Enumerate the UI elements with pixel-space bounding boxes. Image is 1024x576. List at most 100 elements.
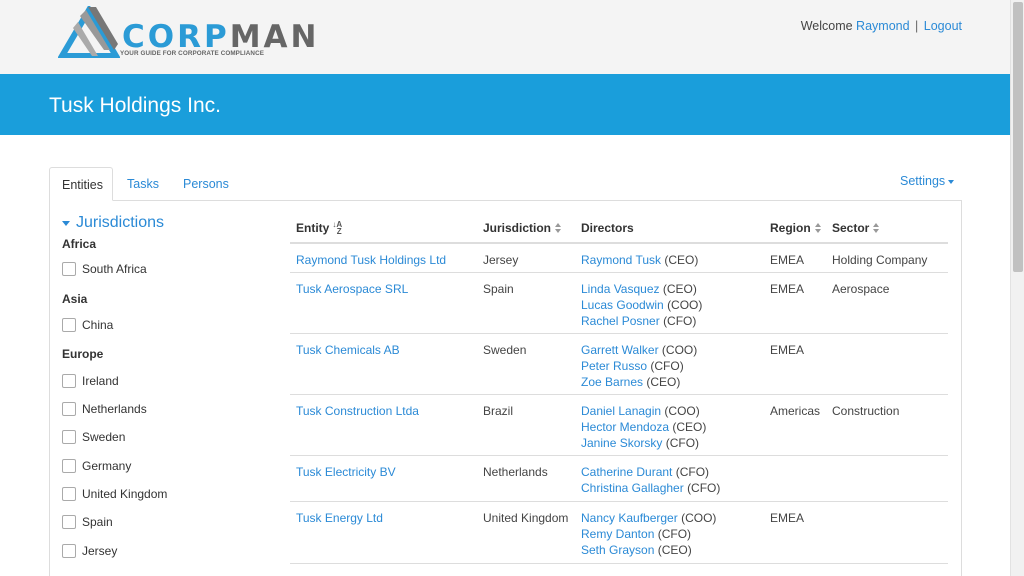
- checkbox[interactable]: [62, 544, 76, 558]
- settings-label: Settings: [900, 174, 946, 188]
- entity-link[interactable]: Tusk Chemicals AB: [296, 343, 400, 357]
- sector-cell: Construction: [832, 404, 900, 418]
- column-header-region[interactable]: Region: [770, 221, 822, 235]
- director-link[interactable]: Lucas Goodwin: [581, 298, 664, 312]
- director-role: (CEO): [672, 420, 707, 434]
- director-link[interactable]: Hector Mendoza: [581, 420, 670, 434]
- user-separator: |: [915, 19, 919, 33]
- region-cell: EMEA: [770, 282, 805, 296]
- table-row: Tusk Energy Ltd United Kingdom Nancy Kau…: [290, 502, 948, 564]
- column-label: Region: [770, 221, 811, 235]
- entity-link[interactable]: Tusk Construction Ltda: [296, 404, 419, 418]
- checkbox[interactable]: [62, 430, 76, 444]
- director-link[interactable]: Raymond Tusk: [581, 253, 662, 267]
- column-header-jurisdiction[interactable]: Jurisdiction: [483, 221, 562, 235]
- tab-tasks[interactable]: Tasks: [127, 177, 159, 191]
- director-link[interactable]: Garrett Walker: [581, 343, 659, 357]
- director-link[interactable]: Daniel Lanagin: [581, 404, 662, 418]
- collapse-triangle-icon: [62, 220, 70, 226]
- jurisdiction-filters: Jurisdictions Africa South Africa Asia C…: [62, 214, 262, 558]
- checkbox[interactable]: [62, 487, 76, 501]
- director-link[interactable]: Zoe Barnes: [581, 375, 644, 389]
- country-label: Netherlands: [82, 402, 147, 416]
- sort-icon: [873, 223, 880, 233]
- user-box: Welcome Raymond | Logout: [801, 19, 962, 33]
- country-label: Spain: [82, 515, 113, 529]
- logo-triangle-icon: [58, 6, 120, 58]
- directors-cell: Daniel Lanagin (COO) Hector Mendoza (CEO…: [581, 403, 706, 451]
- director-role: (CFO): [687, 481, 721, 495]
- country-label: Jersey: [82, 544, 118, 558]
- column-label: Jurisdiction: [483, 221, 552, 235]
- director-link[interactable]: Seth Grayson: [581, 543, 655, 557]
- country-label: Sweden: [82, 430, 126, 444]
- filter-country[interactable]: Sweden: [62, 430, 125, 444]
- jurisdictions-toggle[interactable]: Jurisdictions: [62, 214, 262, 232]
- jurisdiction-cell: Sweden: [483, 343, 527, 357]
- entity-link[interactable]: Tusk Aerospace SRL: [296, 282, 409, 296]
- director-link[interactable]: Catherine Durant: [581, 465, 673, 479]
- checkbox[interactable]: [62, 374, 76, 388]
- jurisdiction-cell: Netherlands: [483, 465, 548, 479]
- directors-cell: Garrett Walker (COO) Peter Russo (CFO) Z…: [581, 342, 697, 390]
- column-label: Entity: [296, 221, 330, 235]
- corpman-logo[interactable]: CORPMAN YOUR GUIDE FOR CORPORATE COMPLIA…: [58, 6, 317, 62]
- directors-cell: Catherine Durant (CFO) Christina Gallagh…: [581, 464, 720, 496]
- tab-persons[interactable]: Persons: [183, 177, 229, 191]
- user-name-link[interactable]: Raymond: [856, 19, 910, 33]
- checkbox[interactable]: [62, 402, 76, 416]
- tab-entities[interactable]: Entities: [49, 167, 113, 201]
- filter-country[interactable]: United Kingdom: [62, 487, 167, 501]
- checkbox[interactable]: [62, 459, 76, 473]
- sector-cell: Aerospace: [832, 282, 890, 296]
- filter-country[interactable]: Ireland: [62, 374, 119, 388]
- table-row: Tusk Aerospace SRL Spain Linda Vasquez (…: [290, 273, 948, 334]
- country-label: Ireland: [82, 374, 119, 388]
- checkbox[interactable]: [62, 262, 76, 276]
- region-cell: EMEA: [770, 343, 805, 357]
- filter-country[interactable]: Netherlands: [62, 402, 147, 416]
- sort-az-icon: ↓A Z: [332, 220, 343, 236]
- column-header-entity[interactable]: Entity ↓A Z: [296, 220, 343, 236]
- director-link[interactable]: Rachel Posner: [581, 314, 660, 328]
- region-cell: EMEA: [770, 511, 805, 525]
- director-link[interactable]: Peter Russo: [581, 359, 648, 373]
- logo-tagline: YOUR GUIDE FOR CORPORATE COMPLIANCE: [120, 50, 265, 57]
- checkbox[interactable]: [62, 318, 76, 332]
- region-heading-africa: Africa: [62, 237, 97, 251]
- filter-country[interactable]: Jersey: [62, 544, 117, 558]
- director-role: (COO): [667, 298, 703, 312]
- country-label: South Africa: [82, 262, 147, 276]
- director-link[interactable]: Linda Vasquez: [581, 282, 660, 296]
- page-scrollbar[interactable]: [1010, 0, 1024, 576]
- checkbox[interactable]: [62, 515, 76, 529]
- jurisdiction-cell: Brazil: [483, 404, 514, 418]
- settings-dropdown[interactable]: Settings: [900, 174, 955, 188]
- entity-link[interactable]: Raymond Tusk Holdings Ltd: [296, 253, 447, 267]
- filter-country[interactable]: China: [62, 318, 113, 332]
- sector-cell: Holding Company: [832, 253, 928, 267]
- director-role: (CFO): [675, 465, 710, 479]
- entity-link[interactable]: Tusk Electricity BV: [296, 465, 396, 479]
- filter-country[interactable]: Germany: [62, 459, 131, 473]
- logout-link[interactable]: Logout: [923, 19, 962, 33]
- column-header-sector[interactable]: Sector: [832, 221, 880, 235]
- director-link[interactable]: Christina Gallagher: [581, 481, 684, 495]
- table-row: Tusk Electricity BV Netherlands Catherin…: [290, 456, 948, 502]
- filter-country[interactable]: South Africa: [62, 262, 147, 276]
- director-link[interactable]: Remy Danton: [581, 527, 655, 541]
- director-link[interactable]: Nancy Kaufberger: [581, 511, 678, 525]
- director-role: (CFO): [663, 314, 697, 328]
- column-header-directors: Directors: [581, 221, 634, 235]
- column-label: Sector: [832, 221, 870, 235]
- filter-country[interactable]: Spain: [62, 515, 113, 529]
- directors-cell: Raymond Tusk (CEO): [581, 252, 698, 268]
- column-label: Directors: [581, 221, 634, 235]
- country-label: Germany: [82, 459, 132, 473]
- director-role: (CEO): [646, 375, 681, 389]
- entity-link[interactable]: Tusk Energy Ltd: [296, 511, 383, 525]
- director-role: (COO): [681, 511, 717, 525]
- director-link[interactable]: Janine Skorsky: [581, 436, 663, 450]
- director-role: (CFO): [665, 436, 700, 450]
- scrollbar-thumb[interactable]: [1013, 2, 1023, 272]
